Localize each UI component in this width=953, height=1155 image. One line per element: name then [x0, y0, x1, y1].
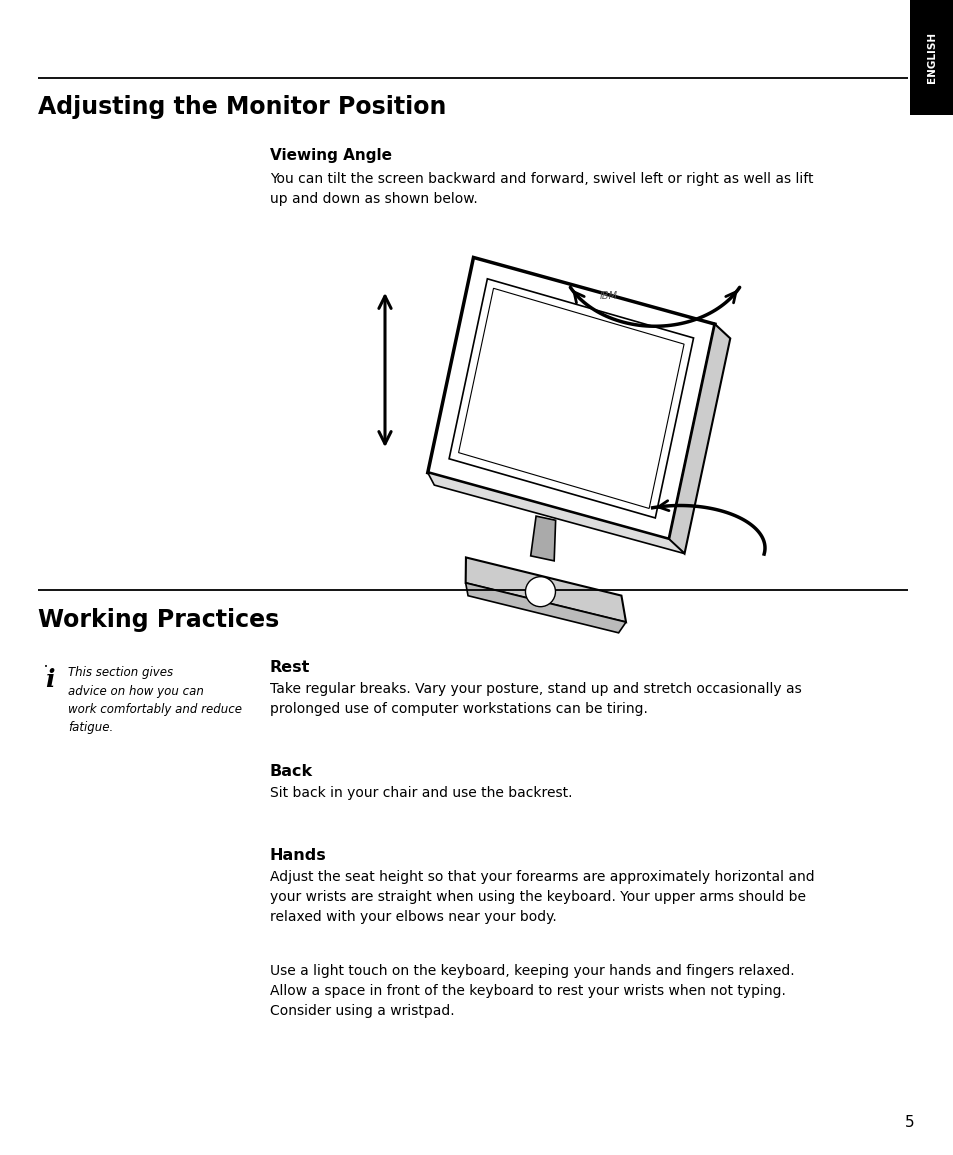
Text: Hands: Hands — [270, 848, 327, 863]
Text: i: i — [45, 668, 54, 692]
Polygon shape — [458, 289, 683, 508]
Text: 5: 5 — [904, 1115, 914, 1130]
Polygon shape — [427, 472, 684, 553]
Circle shape — [525, 576, 555, 606]
Text: Viewing Angle: Viewing Angle — [270, 148, 392, 163]
Text: •: • — [44, 664, 48, 670]
Text: IBM: IBM — [598, 291, 617, 301]
Polygon shape — [427, 258, 714, 539]
Text: You can tilt the screen backward and forward, swivel left or right as well as li: You can tilt the screen backward and for… — [270, 172, 813, 206]
Text: Sit back in your chair and use the backrest.: Sit back in your chair and use the backr… — [270, 787, 572, 800]
Text: Adjusting the Monitor Position: Adjusting the Monitor Position — [38, 95, 446, 119]
Text: Working Practices: Working Practices — [38, 608, 279, 632]
Polygon shape — [449, 278, 693, 517]
Polygon shape — [530, 516, 555, 561]
Text: ENGLISH: ENGLISH — [926, 31, 936, 82]
FancyBboxPatch shape — [909, 0, 953, 116]
Text: This section gives
advice on how you can
work comfortably and reduce
fatigue.: This section gives advice on how you can… — [68, 666, 242, 735]
Polygon shape — [465, 583, 625, 633]
Text: Back: Back — [270, 763, 313, 778]
Text: Adjust the seat height so that your forearms are approximately horizontal and
yo: Adjust the seat height so that your fore… — [270, 870, 814, 924]
Text: Take regular breaks. Vary your posture, stand up and stretch occasionally as
pro: Take regular breaks. Vary your posture, … — [270, 681, 801, 716]
Polygon shape — [465, 558, 625, 623]
Text: Rest: Rest — [270, 660, 310, 675]
Polygon shape — [668, 325, 729, 553]
Text: Use a light touch on the keyboard, keeping your hands and fingers relaxed.
Allow: Use a light touch on the keyboard, keepi… — [270, 964, 794, 1018]
